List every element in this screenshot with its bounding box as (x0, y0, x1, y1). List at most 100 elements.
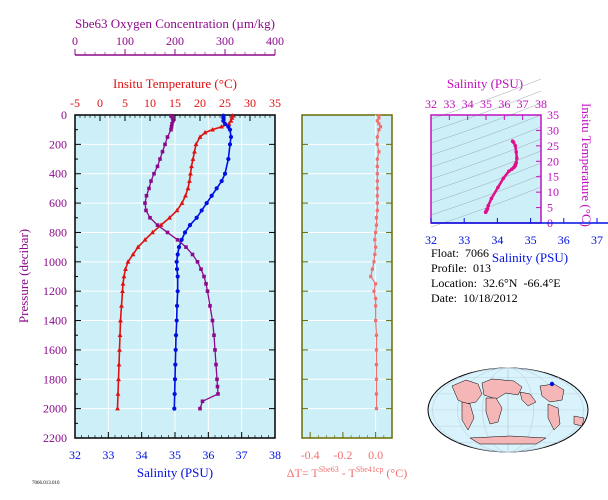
delta-point (369, 274, 373, 279)
temperature-point (115, 406, 120, 411)
temperature-point (118, 317, 123, 323)
density-contours (430, 78, 542, 228)
temperature-axis-title: Insitu Temperature (°C) (113, 76, 237, 91)
pressure-tick-label: 1800 (43, 372, 67, 386)
float-label: Float: 7066 (431, 246, 490, 260)
salinity-point (175, 274, 180, 279)
map-landmass (519, 391, 537, 407)
delta-point (375, 142, 379, 146)
ts-point (507, 169, 511, 173)
salinity-point (222, 121, 228, 126)
map-landmass (461, 401, 475, 431)
delta-point (375, 201, 379, 205)
oxygen-point (144, 208, 148, 213)
delta-plot-background (302, 115, 392, 438)
salinity-point (172, 377, 178, 382)
pressure-tick-label: 1000 (43, 255, 67, 269)
oxygen-point (169, 113, 173, 118)
salinity-point (175, 252, 180, 257)
density-contour (430, 138, 542, 180)
pressure-tick-label: 200 (49, 137, 67, 151)
salinity-tick-label: 37 (236, 448, 248, 462)
temperature-tick-label: 25 (219, 96, 231, 110)
temperature-point (197, 134, 203, 139)
temperature-tick-label: 5 (122, 96, 128, 110)
delta-plot-frame (301, 114, 393, 439)
ts-point (486, 203, 491, 208)
temperature-tick-label: -5 (70, 96, 80, 110)
pressure-tick-label: 0 (61, 108, 67, 122)
date-label: Date: 10/18/2012 (431, 291, 518, 305)
density-contour (430, 162, 542, 204)
ts-point (514, 150, 519, 154)
oxygen-point (200, 399, 205, 404)
oxygen-point (213, 348, 217, 352)
salinity-point (175, 289, 180, 294)
oxygen-point (171, 119, 175, 123)
salinity-point (209, 193, 214, 198)
temperature-point (187, 178, 192, 183)
oxygen-point (158, 157, 162, 161)
delta-point (375, 194, 379, 198)
salinity-point (173, 362, 178, 367)
temperature-tick-label: 15 (169, 96, 181, 110)
delta-point (372, 260, 376, 264)
oxygen-point (210, 318, 215, 323)
delta-point (377, 150, 381, 154)
oxygen-point (205, 289, 210, 293)
pressure-tick-label: 2000 (43, 402, 67, 416)
map-landmass (485, 397, 503, 425)
oxygen-point (169, 127, 173, 132)
temperature-point (123, 266, 128, 271)
temperature-point (119, 303, 124, 308)
temperature-point (189, 163, 194, 169)
delta-tick-label: 0.0 (368, 448, 383, 462)
ts-top-tick-label: 32 (425, 97, 437, 111)
density-contour (430, 102, 542, 144)
temperature-point (230, 113, 235, 118)
oxygen-point (208, 304, 212, 308)
temperature-tick-label: 35 (269, 96, 281, 110)
oxygen-axis-title: Sbe63 Oxygen Concentration (µm/kg) (75, 16, 275, 31)
ts-bottom-tick-label: 32 (425, 233, 437, 247)
delta-point (374, 216, 379, 220)
delta-title-unit: (°C) (383, 466, 407, 480)
salinity-point (222, 171, 228, 176)
delta-point (374, 245, 378, 249)
ts-right-tick-label: 10 (547, 185, 559, 199)
temperature-point (183, 193, 188, 198)
delta-point (374, 333, 379, 337)
oxygen-point (147, 186, 151, 191)
density-contour (430, 90, 542, 132)
ts-bottom-tick-label: 33 (458, 233, 470, 247)
temperature-point (120, 281, 126, 286)
ts-bottom-tick-label: 36 (558, 233, 570, 247)
location-label: Location: 32.6°N -66.4°E (431, 276, 561, 290)
ts-right-tick-label: 25 (547, 139, 559, 153)
salinity-point (227, 127, 233, 132)
density-contour (430, 174, 542, 216)
delta-point (374, 223, 379, 227)
ts-point (514, 161, 519, 165)
delta-point (374, 318, 378, 323)
ts-bottom-axis-title: Salinity (PSU) (492, 250, 568, 265)
delta-point (374, 348, 379, 352)
delta-point (375, 208, 379, 213)
temperature-point (226, 121, 232, 126)
ts-point (513, 144, 518, 148)
oxygen-point (199, 267, 203, 271)
delta-point (373, 238, 377, 242)
pressure-tick-label: 1200 (43, 284, 67, 298)
oxygen-point (202, 274, 206, 279)
delta-title-part-1: ΔT= T (287, 466, 320, 480)
ts-top-tick-label: 36 (498, 97, 510, 111)
temperature-point (142, 237, 148, 242)
salinity-point (226, 156, 231, 162)
temperature-point (229, 115, 235, 120)
delta-point (375, 179, 379, 183)
salinity-axis-title: Salinity (PSU) (137, 465, 213, 480)
oxygen-point (212, 333, 216, 338)
pressure-tick-label: 2200 (43, 431, 67, 445)
salinity-tick-label: 35 (169, 448, 181, 462)
salinity-point (214, 186, 219, 191)
